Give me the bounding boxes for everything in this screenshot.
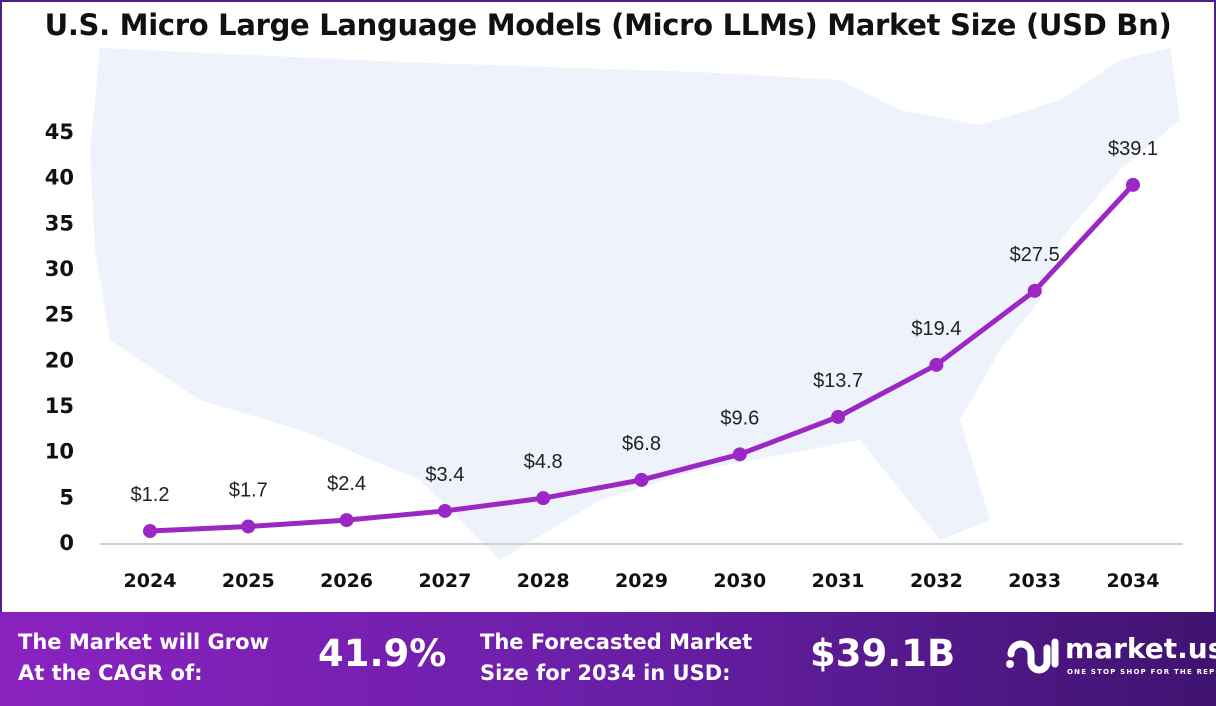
- data-point: [1027, 283, 1042, 298]
- cagr-value: 41.9%: [318, 632, 447, 675]
- data-label: $6.8: [622, 433, 661, 455]
- forecast-label-line2: Size for 2034 in USD:: [480, 661, 731, 685]
- brand-tagline: ONE STOP SHOP FOR THE REPORTS: [1067, 668, 1216, 676]
- x-tick-label: 2026: [320, 570, 373, 592]
- cagr-label: The Market will Grow At the CAGR of:: [18, 627, 269, 689]
- x-tick-label: 2034: [1107, 570, 1160, 592]
- y-tick-label: 0: [59, 531, 74, 555]
- data-label: $27.5: [1010, 244, 1060, 266]
- data-label: $3.4: [425, 464, 464, 486]
- data-label: $1.2: [131, 484, 170, 506]
- x-tick-label: 2027: [418, 570, 471, 592]
- us-map-silhouette: [90, 48, 1180, 560]
- y-tick-label: 35: [45, 211, 74, 235]
- data-point: [831, 409, 846, 424]
- y-tick-label: 10: [45, 440, 74, 464]
- cagr-label-line1: The Market will Grow: [18, 630, 269, 654]
- data-point: [241, 519, 256, 534]
- y-tick-label: 45: [45, 120, 74, 144]
- x-tick-label: 2033: [1008, 570, 1061, 592]
- x-tick-label: 2032: [910, 570, 963, 592]
- cagr-label-line2: At the CAGR of:: [18, 661, 203, 685]
- data-point: [634, 472, 649, 487]
- data-label: $9.6: [720, 407, 759, 429]
- data-label: $4.8: [524, 451, 563, 473]
- x-tick-label: 2031: [812, 570, 865, 592]
- data-point: [437, 503, 452, 518]
- footer-banner: The Market will Grow At the CAGR of: 41.…: [0, 612, 1216, 706]
- chart-title: U.S. Micro Large Language Models (Micro …: [44, 8, 1172, 42]
- x-tick-label: 2028: [517, 570, 570, 592]
- data-point: [339, 513, 354, 528]
- y-tick-label: 40: [45, 166, 74, 190]
- forecast-label: The Forecasted Market Size for 2034 in U…: [480, 627, 752, 689]
- market-us-logo: market.us ONE STOP SHOP FOR THE REPORTS: [1005, 632, 1216, 682]
- forecast-value: $39.1B: [810, 632, 956, 675]
- forecast-label-line1: The Forecasted Market: [480, 630, 753, 654]
- data-point: [732, 447, 747, 462]
- y-tick-label: 25: [45, 303, 74, 327]
- y-tick-label: 30: [45, 257, 74, 281]
- x-tick-label: 2025: [222, 570, 275, 592]
- data-point: [143, 524, 157, 539]
- data-label: $1.7: [229, 479, 268, 501]
- x-tick-label: 2030: [713, 570, 766, 592]
- data-label: $19.4: [911, 318, 961, 340]
- brand-name: market.us: [1065, 632, 1216, 665]
- data-point: [536, 491, 551, 506]
- data-label: $39.1: [1108, 138, 1158, 160]
- data-label: $2.4: [327, 473, 366, 495]
- y-tick-label: 15: [45, 394, 74, 418]
- x-tick-label: 2029: [615, 570, 668, 592]
- data-label: $13.7: [813, 370, 863, 392]
- data-point: [929, 357, 944, 372]
- y-tick-label: 5: [59, 485, 74, 509]
- x-tick-label: 2024: [124, 570, 177, 592]
- market-us-logo-icon: [1006, 638, 1059, 674]
- y-tick-label: 20: [45, 348, 74, 372]
- data-point: [1126, 177, 1140, 192]
